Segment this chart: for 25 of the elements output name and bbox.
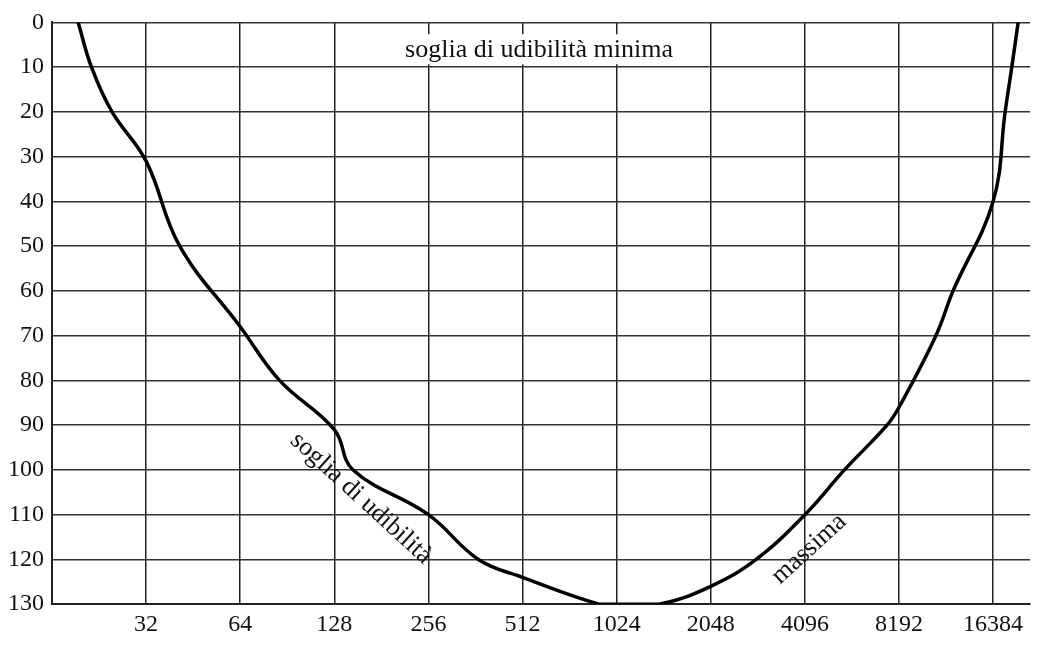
x-tick-label: 256 xyxy=(410,609,447,636)
y-tick-label: 40 xyxy=(20,186,44,213)
y-tick-label: 20 xyxy=(20,97,44,124)
y-tick-label: 60 xyxy=(20,276,44,303)
x-tick-label: 8192 xyxy=(874,609,923,636)
y-tick-label: 10 xyxy=(20,52,44,79)
y-tick-label: 0 xyxy=(32,7,44,34)
y-tick-label: 70 xyxy=(20,320,44,347)
x-tick-label: 512 xyxy=(504,609,541,636)
annotation: soglia di udibilità minima xyxy=(405,34,674,64)
y-tick-label: 90 xyxy=(20,410,44,437)
y-tick-label: 130 xyxy=(8,589,44,616)
y-tick-label: 50 xyxy=(20,231,44,258)
y-tick-label: 100 xyxy=(8,455,44,482)
x-tick-label: 128 xyxy=(316,609,353,636)
y-tick-label: 30 xyxy=(20,141,44,168)
x-tick-label: 16384 xyxy=(963,609,1024,636)
y-tick-label: 120 xyxy=(8,544,44,571)
y-tick-label: 80 xyxy=(20,365,44,392)
x-tick-label: 1024 xyxy=(592,609,641,636)
x-tick-label: 32 xyxy=(134,609,159,636)
y-tick-label: 110 xyxy=(8,499,44,526)
x-tick-label: 64 xyxy=(228,609,253,636)
x-tick-label: 2048 xyxy=(686,609,735,636)
x-tick-label: 4096 xyxy=(780,609,829,636)
